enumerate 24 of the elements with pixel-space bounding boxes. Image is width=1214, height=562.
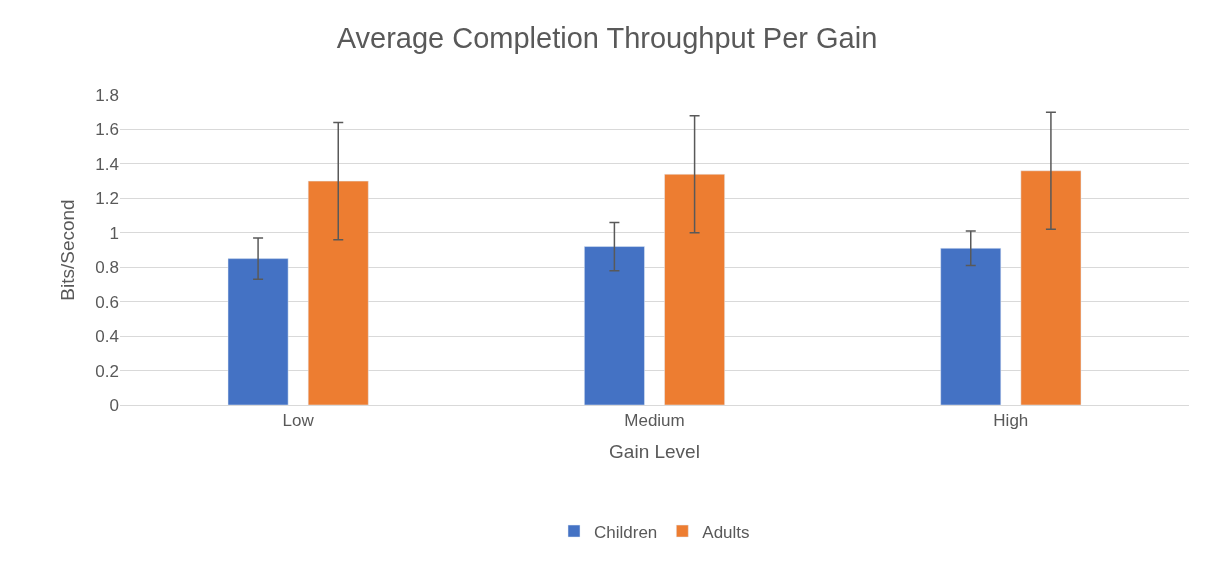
chart-title: Average Completion Throughput Per Gain xyxy=(336,22,878,55)
y-tick-label: 1.2 xyxy=(95,189,119,209)
bar xyxy=(664,173,725,405)
y-tick-label: 0.8 xyxy=(95,258,119,278)
bar xyxy=(227,258,289,405)
bar xyxy=(584,246,645,405)
x-tick-label: Medium xyxy=(624,411,685,431)
y-tick-label: 0.6 xyxy=(95,292,119,312)
y-axis-title: Bits/Second xyxy=(57,199,79,301)
y-tick-label: 0.2 xyxy=(95,361,119,381)
y-tick-label: 1 xyxy=(109,223,119,243)
y-tick-label: 0.4 xyxy=(95,327,119,347)
bar xyxy=(940,248,1002,405)
y-tick-label: 1.8 xyxy=(95,85,119,105)
bar xyxy=(307,180,369,405)
y-tick-label: 1.6 xyxy=(95,120,119,140)
y-tick-label: 0 xyxy=(109,395,119,415)
legend-label: Children xyxy=(594,522,658,542)
x-tick-label: High xyxy=(993,411,1029,431)
x-axis-title: Gain Level xyxy=(609,441,700,463)
bar xyxy=(1020,170,1082,405)
x-tick-label: Low xyxy=(282,411,315,431)
y-tick-label: 1.4 xyxy=(95,154,119,174)
legend-label: Adults xyxy=(702,522,750,542)
